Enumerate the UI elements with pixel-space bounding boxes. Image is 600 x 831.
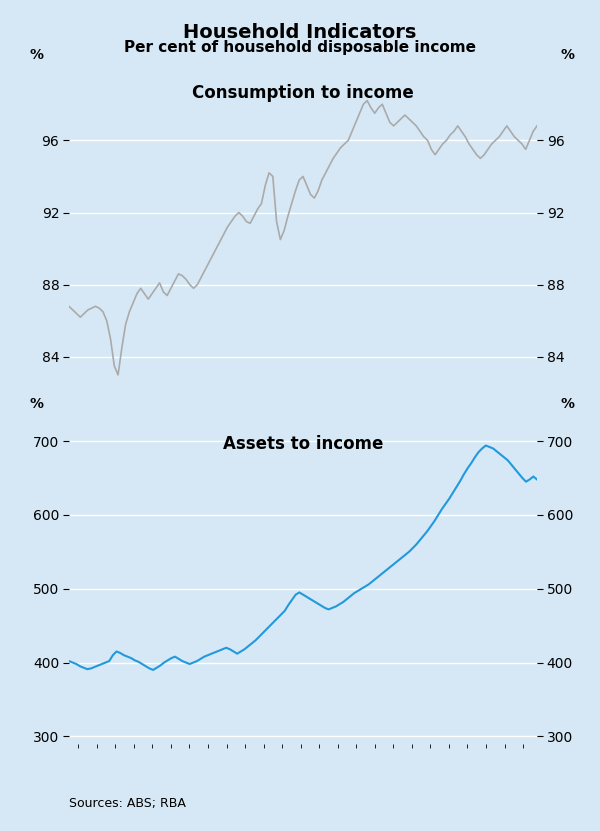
Text: Per cent of household disposable income: Per cent of household disposable income — [124, 40, 476, 55]
Text: %: % — [29, 397, 43, 411]
Text: Assets to income: Assets to income — [223, 435, 383, 453]
Text: %: % — [560, 47, 574, 61]
Text: Consumption to income: Consumption to income — [192, 85, 414, 102]
Text: Sources: ABS; RBA: Sources: ABS; RBA — [69, 797, 186, 810]
Text: %: % — [560, 397, 574, 411]
Text: %: % — [29, 47, 43, 61]
Text: Household Indicators: Household Indicators — [184, 23, 416, 42]
